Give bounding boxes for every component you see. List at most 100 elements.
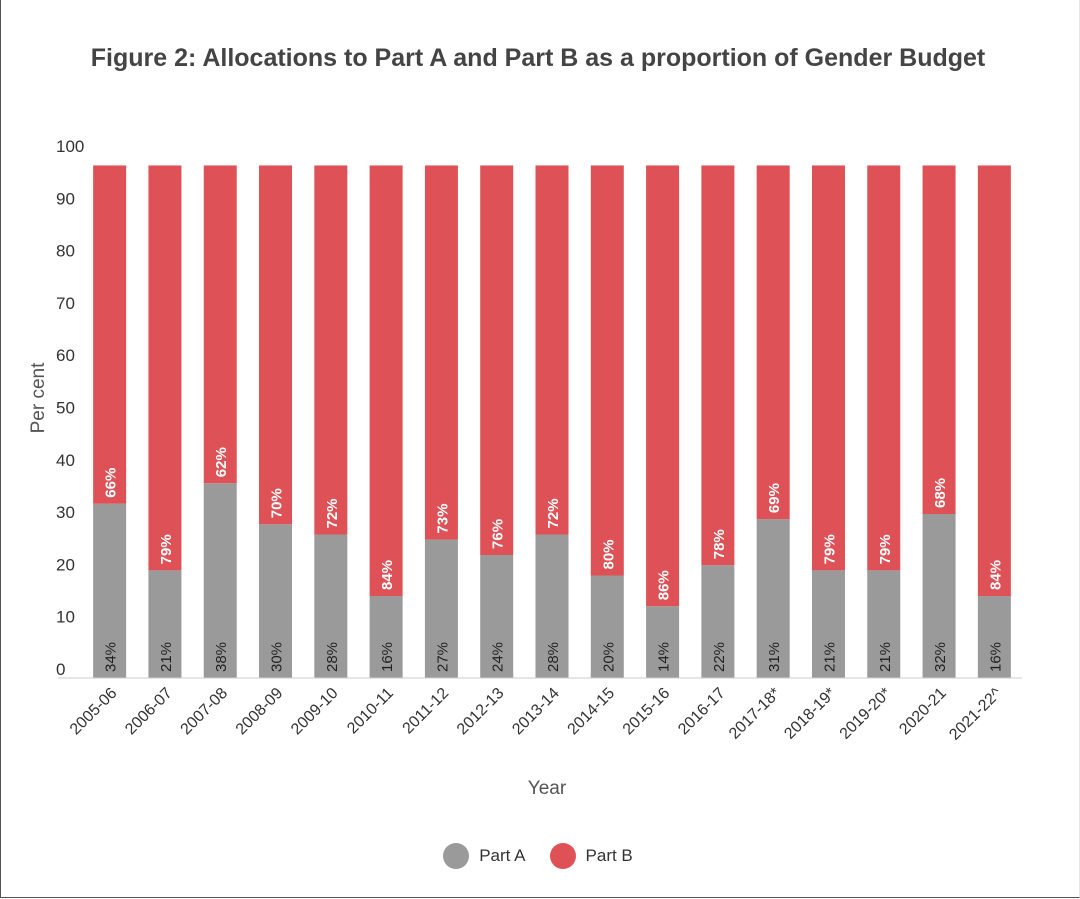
bar-part-b[interactable] [590,165,624,576]
bar-part-a[interactable] [646,606,680,678]
bar-part-b[interactable] [148,165,182,571]
bar-part-a[interactable] [922,513,956,678]
data-label-part-a: 21% [877,642,894,672]
bar-part-a[interactable] [259,524,293,678]
y-tick-label: 80 [56,242,75,261]
x-tick-label: 2011-12 [400,685,453,738]
bar-part-a[interactable] [480,554,514,678]
x-tick-label: 2019-20* [837,685,895,743]
y-tick-label: 50 [56,399,75,418]
y-tick-label: 60 [56,346,75,365]
data-label-part-a: 31% [766,642,783,672]
x-tick-label: 2014-15 [565,685,619,739]
legend-label-part-a: Part A [479,846,526,865]
data-label-part-a: 28% [545,642,562,672]
bar-part-a[interactable] [756,519,790,678]
bar-part-b[interactable] [977,165,1011,596]
bar-part-b[interactable] [701,165,735,566]
bar-part-a[interactable] [867,570,901,678]
x-tick-label: 2008-09 [233,685,287,739]
data-label-part-b: 78% [711,529,728,559]
legend-item-part-b[interactable]: Part B [549,843,633,869]
data-label-part-b: 72% [324,498,341,528]
data-label-part-b: 66% [103,468,120,498]
bar-part-b[interactable] [867,165,901,571]
data-label-part-b: 79% [158,534,175,564]
bar-part-a[interactable] [424,539,458,678]
bar-part-b[interactable] [811,165,845,571]
data-label-part-b: 72% [545,498,562,528]
legend-swatch-part-b [549,843,576,869]
x-tick-label: 2006-07 [122,685,176,739]
data-label-part-a: 22% [711,642,728,672]
bar-part-b[interactable] [93,165,127,504]
y-axis-label: Per cent [28,362,49,433]
data-label-part-b: 84% [379,560,396,590]
bar-part-a[interactable] [93,503,127,678]
data-label-part-b: 79% [877,534,894,564]
legend: Part A Part B [0,843,1076,869]
x-tick-label: 2018-19* [781,685,839,743]
bar-part-b[interactable] [646,165,680,607]
y-tick-label: 30 [56,503,75,522]
data-label-part-a: 27% [434,642,451,672]
bar-part-a[interactable] [369,595,403,678]
bar-part-b[interactable] [259,165,293,525]
data-label-part-a: 32% [932,642,949,672]
data-label-part-b: 69% [766,483,783,513]
bar-part-a[interactable] [811,570,845,678]
bar-part-b[interactable] [922,165,956,514]
data-label-part-b: 68% [932,478,949,508]
bar-part-a[interactable] [590,575,624,678]
legend-label-part-b: Part B [585,846,633,865]
y-axis: 0 10 20 30 40 50 60 70 80 90 100 [56,137,84,679]
bar-part-a[interactable] [314,534,348,678]
bar-part-a[interactable] [203,483,237,678]
bar-part-a[interactable] [701,565,735,678]
legend-swatch-part-a [443,843,470,869]
y-tick-label: 90 [56,189,75,208]
x-tick-label: 2021-22^ [946,684,1005,743]
data-label-part-a: 38% [213,642,230,672]
data-label-part-b: 62% [213,447,230,477]
x-tick-label: 2010-11 [344,685,397,738]
data-label-part-a: 14% [656,642,673,672]
y-tick-label: 0 [56,660,65,679]
x-tick-label: 2020-21 [896,685,950,739]
data-label-part-a: 16% [987,642,1004,672]
data-label-part-a: 34% [103,642,120,672]
y-tick-label: 100 [56,137,84,156]
data-label-part-b: 86% [656,570,673,600]
bar-part-b[interactable] [203,165,237,484]
x-tick-label: 2009-10 [288,685,342,739]
y-tick-label: 20 [56,555,75,574]
bar-part-b[interactable] [535,165,569,535]
x-tick-label: 2015-16 [620,685,674,739]
bar-part-b[interactable] [424,165,458,540]
data-label-part-b: 70% [269,488,286,518]
bar-part-a[interactable] [148,570,182,678]
x-tick-label: 2017-18* [726,685,784,743]
data-label-part-b: 79% [821,534,838,564]
x-axis: 2005-06 2006-07 2007-08 2008-09 2009-10 2010-… [58,677,1022,744]
bar-part-a[interactable] [977,595,1011,678]
data-label-part-a: 28% [324,642,341,672]
x-tick-label: 2005-06 [67,685,121,739]
x-tick-label: 2013-14 [509,685,563,739]
x-tick-label: 2016-17 [675,685,729,739]
legend-item-part-a[interactable]: Part A [443,843,526,869]
bar-part-b[interactable] [756,165,790,520]
data-label-part-b: 76% [490,519,507,549]
data-label-part-a: 21% [158,642,175,672]
bar-part-a[interactable] [535,534,569,678]
bars: 34% 66% 21% 79% 38% 62% 30% 70% 28% 72% 16% 84% 27% 7… [93,165,1011,678]
data-label-part-a: 30% [269,642,286,672]
data-label-part-b: 80% [600,539,617,569]
bar-part-b[interactable] [314,165,348,535]
x-axis-label: Year [528,778,567,799]
data-label-part-a: 24% [490,642,507,672]
bar-part-b[interactable] [480,165,514,555]
y-tick-label: 10 [56,608,75,627]
y-tick-label: 70 [56,294,75,313]
bar-part-b[interactable] [369,165,403,596]
